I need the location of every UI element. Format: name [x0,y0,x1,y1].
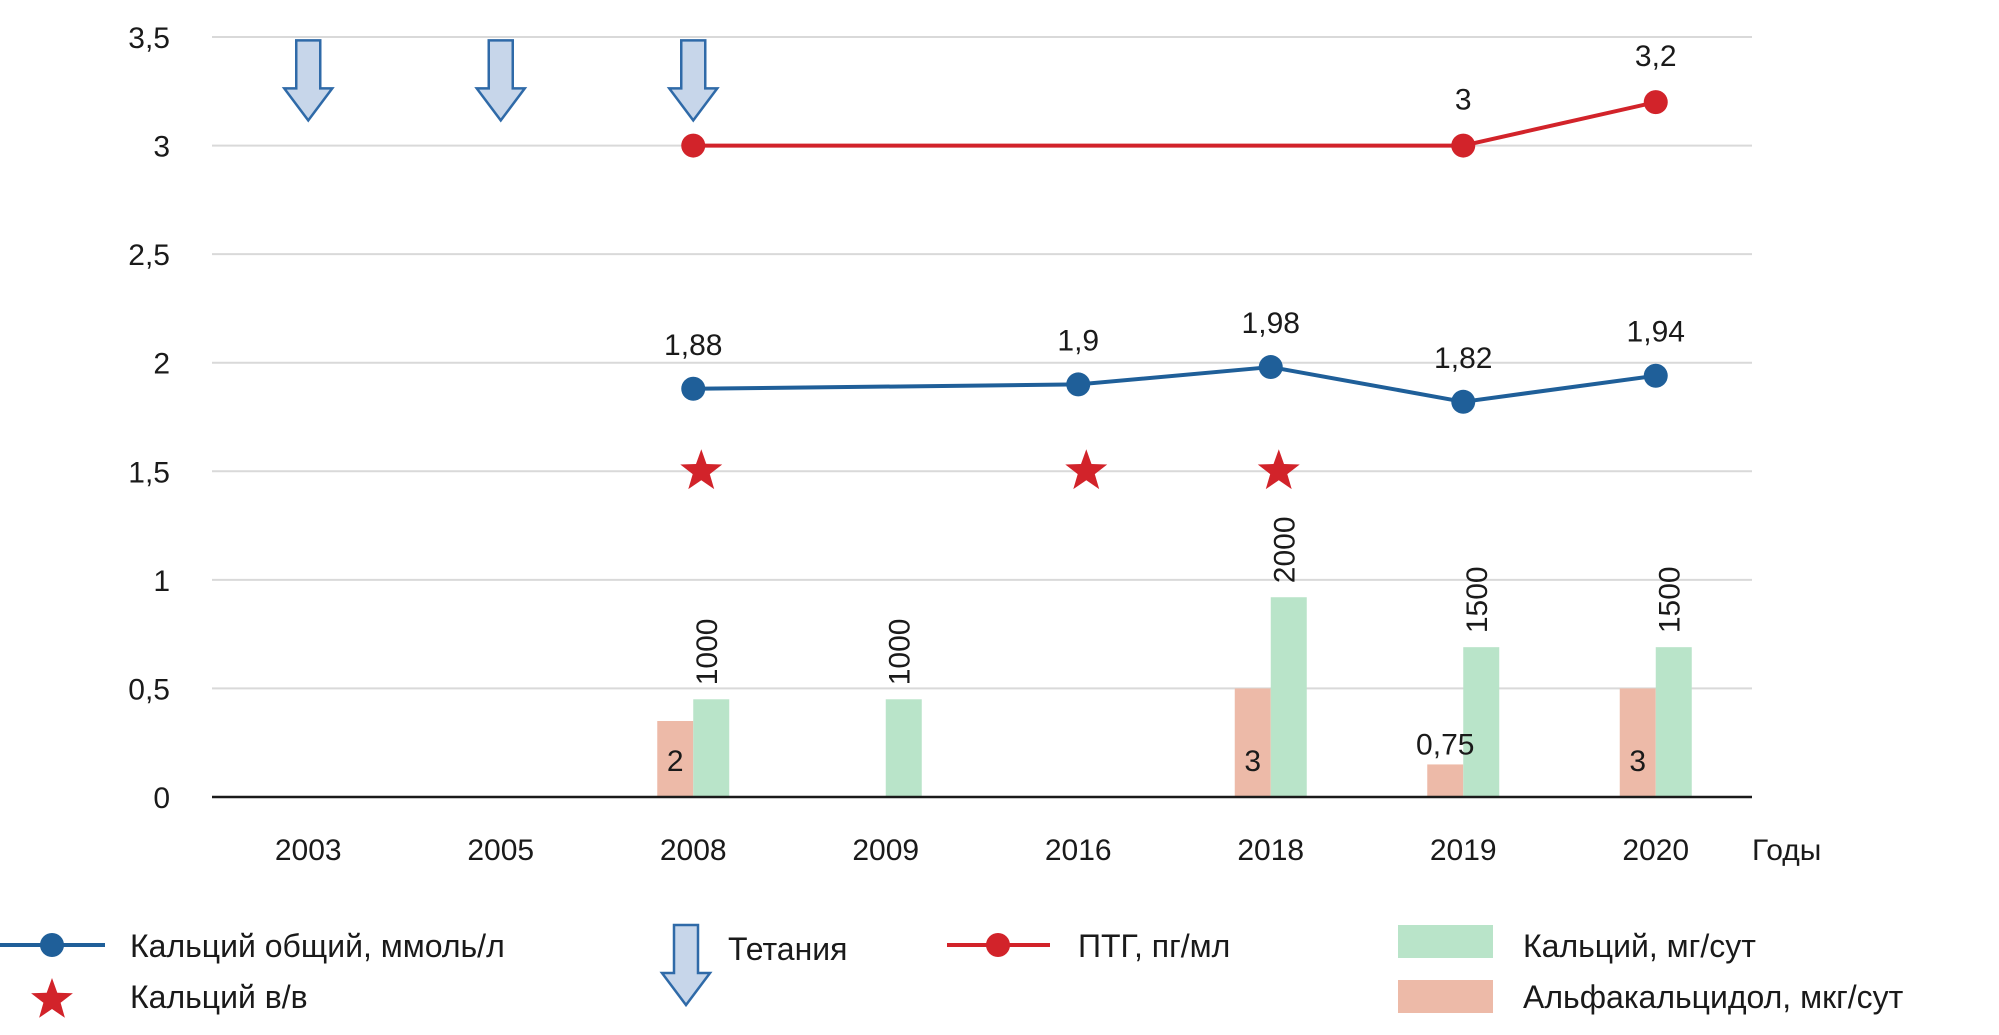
x-tick-label: 2018 [1237,834,1304,867]
ptg-value-label: 3 [1455,84,1472,117]
calcium-iv-star [1065,449,1108,490]
calcium-total-point [1258,355,1283,380]
y-tick-label: 2 [153,348,170,381]
calcium-total-point [1451,389,1476,414]
calcium-total-value-label: 1,98 [1242,307,1300,340]
x-tick-label: 2020 [1622,834,1689,867]
label-layer: 2 3 0,75 3 1000 1000 2000 1500 1500 1,88 1,9 1,98 1,… [664,40,1687,778]
x-tick-label: 2008 [660,834,727,867]
calcium-iv-star [1257,449,1300,490]
ptg-point [681,133,706,158]
ptg-point [1643,90,1668,115]
calcium-iv-star [680,449,723,490]
bar-value-label: 2000 [1269,516,1302,583]
legend-label: Кальций в/в [130,979,308,1015]
x-tick-label: 2019 [1430,834,1497,867]
bar-alfacalcidol [657,721,694,797]
y-tick-label: 3,5 [128,22,170,55]
bar-alfacalcidol [1619,688,1656,797]
legend-calcium-iv-star [31,978,73,1018]
bar-calcium-mg [1463,647,1500,797]
marker-layer [281,39,1668,490]
bar-calcium-mg [1655,647,1692,797]
bar-value-label: 3 [1244,745,1261,778]
x-axis-title: Годы [1752,834,1821,867]
bar-calcium-mg [693,699,730,797]
calcium-total-value-label: 1,82 [1434,342,1492,375]
y-tick-label: 0,5 [128,673,170,706]
grid-layer [212,36,1752,690]
calcium-total-point [1643,363,1668,388]
calcium-total-point [1066,372,1091,397]
y-tick-label: 1 [153,565,170,598]
x-tick-label: 2009 [852,834,919,867]
bar-calcium-mg [885,699,922,797]
legend-tetany-arrow [659,923,713,1008]
tetany-arrow [666,39,720,123]
bar-value-label: 1500 [1654,566,1687,633]
bar-value-label: 1000 [691,619,724,686]
ptg-value-label: 3,2 [1635,40,1677,73]
legend-label: Альфакальцидол, мкг/сут [1523,979,1904,1015]
legend-label: Тетания [728,931,847,967]
bar-value-label: 2 [667,745,684,778]
tetany-arrow [281,39,335,123]
legend-calcium-mg-swatch [1398,925,1493,958]
calcium-total-value-label: 1,9 [1057,324,1099,357]
legend-alfacalcidol-swatch [1398,980,1493,1013]
calcium-total-value-label: 1,88 [664,329,722,362]
legend-ptg-marker [986,933,1010,957]
legend-label: Кальций, мг/сут [1523,928,1756,964]
bar-alfacalcidol [1427,764,1464,797]
line-layer [693,100,1657,404]
bar-layer [657,597,1692,797]
x-tick-label: 2016 [1045,834,1112,867]
y-tick-label: 2,5 [128,239,170,272]
axis-layer: Годы 0 0,5 1 1,5 2 2,5 3 3,5 2003 2005 2008 2009 201… [128,22,1821,867]
bar-value-label: 1500 [1461,566,1494,633]
legend-label: Кальций общий, ммоль/л [130,928,505,964]
bar-value-label: 0,75 [1416,728,1474,761]
legend-label: ПТГ, пг/мл [1078,928,1230,964]
calcium-total-line [693,365,1657,404]
tetany-arrow [474,39,528,123]
legend: Кальций общий, ммоль/л Тетания ПТГ, пг/мл К… [0,923,1904,1018]
bar-value-label: 1000 [884,619,917,686]
x-tick-label: 2003 [275,834,342,867]
y-tick-label: 0 [153,782,170,815]
calcium-total-point [681,376,706,401]
bar-calcium-mg [1270,597,1307,797]
y-tick-label: 3 [153,131,170,164]
ptg-point [1451,133,1476,158]
calcium-total-value-label: 1,94 [1627,316,1685,349]
bar-value-label: 3 [1629,745,1646,778]
bar-alfacalcidol [1234,688,1271,797]
x-tick-label: 2005 [467,834,534,867]
legend-calcium-total-marker [40,933,64,957]
y-tick-label: 1,5 [128,456,170,489]
ptg-line [693,100,1657,148]
